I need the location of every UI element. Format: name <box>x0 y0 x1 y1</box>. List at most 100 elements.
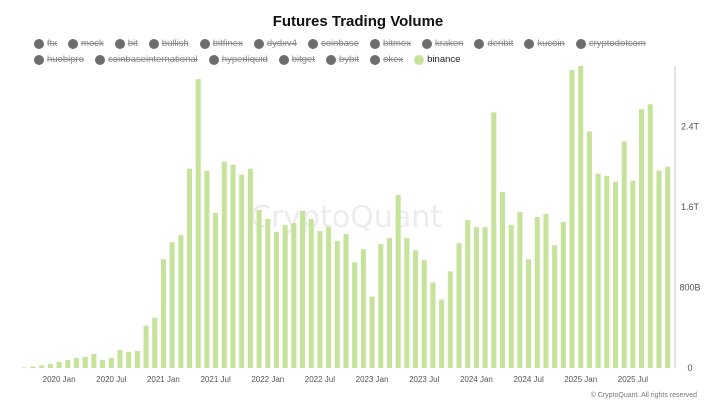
legend-item-cryptodotcom[interactable]: cryptodotcom <box>575 37 646 50</box>
bar[interactable] <box>369 296 375 368</box>
bar[interactable] <box>612 181 619 368</box>
legend-label: bullish <box>161 38 189 49</box>
bar[interactable] <box>73 357 80 368</box>
bar[interactable] <box>317 231 323 368</box>
bar[interactable] <box>334 241 340 368</box>
bar[interactable] <box>204 170 210 368</box>
legend-item-coinbaseinternational[interactable]: coinbaseinternational <box>94 53 198 66</box>
bar[interactable] <box>152 317 158 368</box>
legend-item-okex[interactable]: okex <box>370 53 403 66</box>
bar[interactable] <box>630 180 636 368</box>
legend-item-mock[interactable]: mock <box>68 37 104 50</box>
legend-item-hyperliquid[interactable]: hyperliquid <box>208 53 268 66</box>
legend-item-bullish[interactable]: bullish <box>148 37 189 50</box>
bar[interactable] <box>456 243 462 368</box>
bar[interactable] <box>291 223 297 368</box>
bar[interactable] <box>65 359 71 368</box>
bar[interactable] <box>39 365 45 368</box>
bar[interactable] <box>430 282 436 368</box>
bar[interactable] <box>108 357 114 368</box>
bar[interactable] <box>143 325 149 368</box>
bar[interactable] <box>56 361 62 368</box>
bar[interactable] <box>134 350 140 368</box>
legend-item-deribit[interactable]: deribit <box>474 37 513 50</box>
bar[interactable] <box>491 112 497 368</box>
bar[interactable] <box>560 222 566 368</box>
legend-label: kraken <box>434 38 464 49</box>
legend-item-ftx[interactable]: ftx <box>34 37 57 50</box>
bar[interactable] <box>308 219 314 368</box>
legend-item-bit[interactable]: bit <box>114 37 138 50</box>
bar[interactable] <box>256 209 262 368</box>
bar[interactable] <box>265 219 271 368</box>
bar[interactable] <box>126 351 132 368</box>
legend-item-kucoin[interactable]: kucoin <box>524 37 565 50</box>
bar[interactable] <box>586 131 592 368</box>
legend-item-bybit[interactable]: bybit <box>325 53 359 66</box>
bar[interactable] <box>352 262 358 368</box>
bar[interactable] <box>543 213 549 368</box>
bar[interactable] <box>247 168 253 368</box>
bar[interactable] <box>395 194 401 368</box>
bar[interactable] <box>447 271 453 368</box>
bar[interactable] <box>482 227 488 368</box>
bar[interactable] <box>187 168 193 368</box>
bar[interactable] <box>117 349 123 368</box>
bar[interactable] <box>47 363 53 368</box>
bar[interactable] <box>421 260 427 368</box>
bar[interactable] <box>439 299 445 368</box>
bar[interactable] <box>595 173 601 368</box>
bar[interactable] <box>91 353 97 368</box>
bar[interactable] <box>273 232 279 368</box>
bar[interactable] <box>300 210 306 368</box>
legend-dot-icon <box>307 38 318 49</box>
bar[interactable] <box>239 174 245 368</box>
bar[interactable] <box>404 238 410 368</box>
bar[interactable] <box>639 109 645 368</box>
bar[interactable] <box>378 244 384 368</box>
legend-item-bitget[interactable]: bitget <box>278 53 315 66</box>
legend-item-huobipro[interactable]: huobipro <box>34 53 84 66</box>
bar[interactable] <box>534 217 540 368</box>
legend-item-kraken[interactable]: kraken <box>421 37 464 50</box>
bar[interactable] <box>282 225 288 368</box>
bar[interactable] <box>21 367 27 369</box>
legend-item-coinbase[interactable]: coinbase <box>307 37 359 50</box>
bar[interactable] <box>178 235 184 368</box>
bar[interactable] <box>665 166 671 368</box>
bar[interactable] <box>343 234 349 368</box>
bar[interactable] <box>100 359 106 368</box>
bar[interactable] <box>621 141 627 369</box>
bar[interactable] <box>160 259 166 368</box>
bar[interactable] <box>499 191 505 368</box>
bar[interactable] <box>230 164 236 368</box>
bar[interactable] <box>508 225 514 368</box>
x-tick-label: 2023 Jan <box>356 375 389 384</box>
bar[interactable] <box>604 175 610 368</box>
legend-dot-icon <box>414 54 425 65</box>
bar[interactable] <box>552 245 558 368</box>
legend-item-bitfinex[interactable]: bitfinex <box>199 37 243 50</box>
bar[interactable] <box>169 242 175 368</box>
bar[interactable] <box>465 220 471 368</box>
bar[interactable] <box>30 366 36 368</box>
bar[interactable] <box>413 250 419 368</box>
legend-item-dydxv4[interactable]: dydxv4 <box>253 37 297 50</box>
bar[interactable] <box>221 161 227 368</box>
bar[interactable] <box>647 104 653 368</box>
bar[interactable] <box>526 259 532 368</box>
bar[interactable] <box>569 70 575 368</box>
bar[interactable] <box>473 227 479 368</box>
bar[interactable] <box>517 211 523 368</box>
bar[interactable] <box>578 66 584 368</box>
bar[interactable] <box>195 79 201 368</box>
legend-item-bitmex[interactable]: bitmex <box>369 37 411 50</box>
bar[interactable] <box>213 212 219 368</box>
legend-item-binance[interactable]: binance <box>414 53 460 66</box>
bar[interactable] <box>326 227 332 368</box>
bar[interactable] <box>386 238 392 368</box>
bar[interactable] <box>82 356 88 368</box>
legend-label: dydxv4 <box>266 38 297 49</box>
bar[interactable] <box>656 170 662 368</box>
bar[interactable] <box>360 249 366 368</box>
